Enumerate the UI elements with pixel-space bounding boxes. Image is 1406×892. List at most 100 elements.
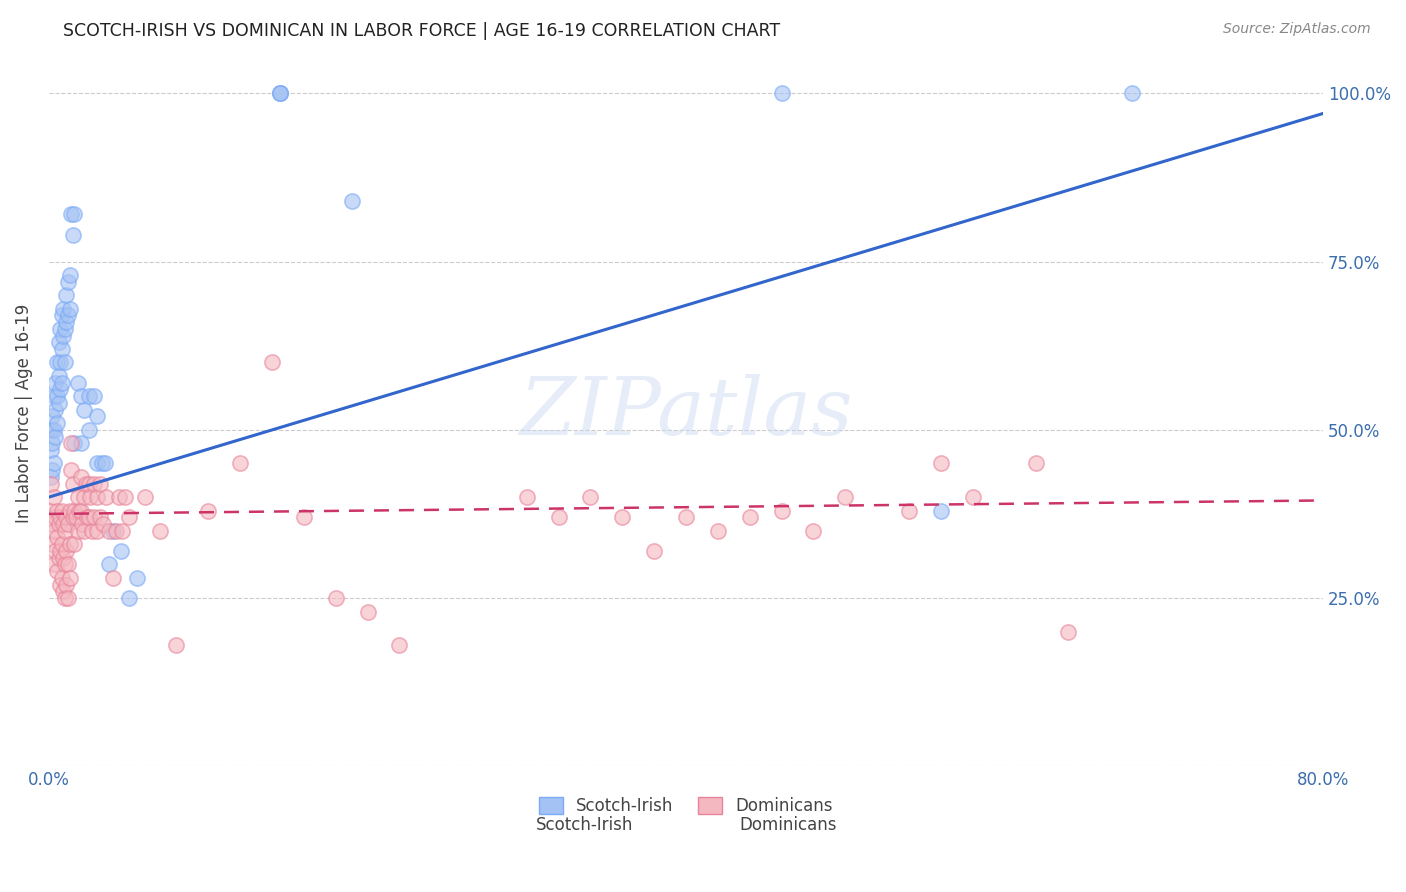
Point (41, 537, 63, 551)
Point (83, 510, 105, 524)
Point (125, 571, 148, 585)
Point (41, 436, 63, 450)
Point (69, 436, 91, 450)
Point (77, 510, 100, 524)
Point (42, 558, 65, 572)
Point (73, 490, 96, 504)
Point (42, 490, 65, 504)
Point (63, 503, 86, 517)
Text: ZIPatlas: ZIPatlas (519, 375, 853, 451)
Point (77, 423, 100, 437)
Point (770, 87, 793, 101)
Point (89, 476, 111, 491)
Point (340, 194, 363, 208)
Point (165, 638, 187, 652)
Point (45, 503, 67, 517)
Point (89, 510, 111, 524)
Point (39, 476, 62, 491)
Point (49, 383, 72, 397)
Point (44, 429, 66, 443)
Point (51, 537, 73, 551)
Point (73, 524, 96, 538)
Point (55, 315, 77, 329)
Point (612, 510, 634, 524)
Point (547, 510, 569, 524)
Point (42, 457, 65, 471)
Point (269, 87, 291, 101)
Point (76, 510, 98, 524)
Point (98, 524, 121, 538)
Point (91, 516, 114, 531)
Point (44, 402, 66, 417)
Point (51, 342, 73, 356)
Point (52, 550, 75, 565)
Point (62, 476, 84, 491)
Point (48, 516, 70, 531)
Point (803, 524, 825, 538)
Text: Scotch-Irish: Scotch-Irish (536, 816, 633, 834)
Point (117, 510, 139, 524)
Point (49, 577, 72, 591)
Point (42, 389, 65, 403)
Point (69, 503, 91, 517)
Point (66, 524, 89, 538)
Point (707, 524, 730, 538)
Point (49, 322, 72, 336)
Point (51, 309, 73, 323)
Point (56, 558, 79, 572)
Point (79, 490, 101, 504)
Point (356, 605, 378, 619)
Point (39, 423, 62, 437)
Point (643, 544, 665, 558)
Point (45, 389, 67, 403)
Point (110, 544, 132, 558)
Point (929, 503, 952, 517)
Point (93, 457, 115, 471)
Point (292, 510, 315, 524)
Point (62, 227, 84, 242)
Point (90, 457, 112, 471)
Point (39, 503, 62, 517)
Point (73, 402, 96, 417)
Point (98, 558, 121, 572)
Point (80, 524, 103, 538)
Point (41, 409, 63, 424)
Point (55, 288, 77, 302)
Point (69, 389, 91, 403)
Point (1057, 624, 1080, 639)
Point (579, 490, 602, 504)
Point (51, 571, 73, 585)
Point (49, 355, 72, 369)
Point (56, 516, 79, 531)
Point (86, 409, 108, 424)
Point (929, 457, 952, 471)
Legend: Scotch-Irish, Dominicans: Scotch-Irish, Dominicans (533, 790, 839, 822)
Point (72, 516, 94, 531)
Text: Source: ZipAtlas.com: Source: ZipAtlas.com (1223, 22, 1371, 37)
Text: Dominicans: Dominicans (740, 816, 837, 834)
Point (66, 376, 89, 390)
Point (44, 544, 66, 558)
Point (41, 463, 63, 477)
Point (44, 510, 66, 524)
Point (41, 516, 63, 531)
Point (42, 423, 65, 437)
Point (39, 470, 62, 484)
Point (67, 503, 90, 517)
Point (197, 503, 219, 517)
Point (53, 322, 76, 336)
Point (65, 510, 87, 524)
Point (59, 503, 82, 517)
Point (53, 591, 76, 605)
Point (55, 544, 77, 558)
Point (111, 524, 134, 538)
Point (96, 490, 118, 504)
Point (45, 531, 67, 545)
Point (63, 207, 86, 221)
Point (48, 368, 70, 383)
Point (52, 516, 75, 531)
Point (83, 476, 105, 491)
Point (49, 510, 72, 524)
Point (53, 355, 76, 369)
Point (1121, 87, 1143, 101)
